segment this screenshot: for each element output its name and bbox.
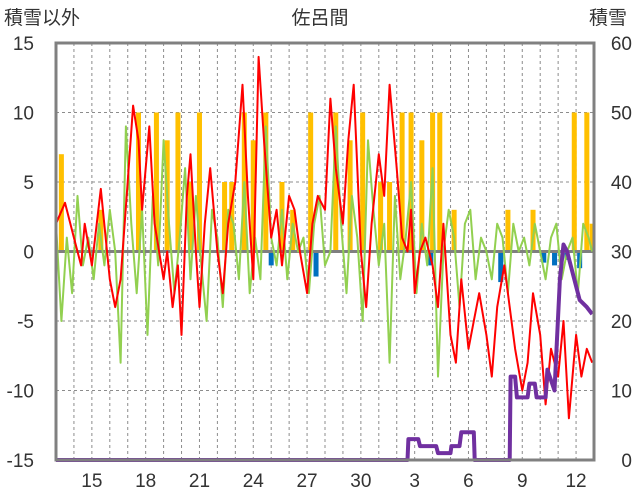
right-tick-label: 40 [611, 173, 632, 194]
precip_neg-bar [498, 251, 504, 283]
precip-bar [58, 154, 64, 252]
precip_neg-bar [541, 251, 547, 263]
precip-bar [571, 112, 577, 252]
precip-bar [437, 112, 443, 252]
right-tick-label: 10 [611, 382, 632, 403]
right-tick-label: 50 [611, 104, 632, 125]
left-axis-ticks: 15 10 5 0 -5 -10 -15 [7, 34, 34, 472]
temp_change-line [55, 125, 594, 378]
right-tick-label: 30 [611, 243, 632, 264]
precip-bar [153, 112, 159, 252]
x-tick-label: 3 [409, 471, 420, 492]
precip-bar [135, 112, 142, 252]
x-tick-label: 15 [81, 471, 102, 492]
right-axis-title: 積雪 [589, 7, 627, 29]
temperature-line [55, 55, 594, 420]
x-tick-label: 24 [243, 471, 265, 492]
precip-bar [360, 112, 366, 252]
left-tick-label: 10 [13, 104, 34, 125]
plot-frame [54, 41, 596, 462]
left-tick-label: 5 [23, 173, 34, 194]
x-tick-label: 21 [189, 471, 210, 492]
right-tick-label: 20 [611, 312, 632, 333]
precip-bar [589, 223, 595, 252]
precip-bar [196, 112, 202, 252]
right-tick-label: 0 [621, 451, 632, 472]
precip-bar [378, 182, 384, 252]
right-tick-label: 60 [611, 34, 632, 55]
precip-bar [333, 112, 339, 252]
precip-bar [187, 182, 194, 252]
x-axis-ticks: 15 18 21 24 27 30 3 6 9 12 [81, 471, 586, 492]
precip-bar [584, 112, 590, 252]
precip-bar [505, 209, 511, 252]
x-tick-label: 18 [135, 471, 156, 492]
right-axis-ticks: 60 50 40 30 20 10 0 [611, 34, 632, 472]
x-tick-label: 30 [350, 471, 371, 492]
precip-bar [419, 140, 425, 252]
precip-bar [263, 112, 269, 252]
left-tick-label: -5 [17, 312, 34, 333]
x-tick-label: 27 [296, 471, 317, 492]
precip-bar [347, 140, 353, 252]
x-tick-label: 12 [565, 471, 586, 492]
precip_neg-bar [552, 251, 558, 266]
left-tick-label: -15 [7, 451, 34, 472]
chart-title: 佐呂間 [291, 7, 348, 29]
precip-bar [387, 182, 393, 252]
left-tick-label: -10 [7, 382, 34, 403]
left-tick-label: 15 [13, 34, 34, 55]
precip-bar [399, 112, 405, 252]
x-tick-label: 9 [517, 471, 528, 492]
left-tick-label: 0 [23, 243, 34, 264]
precip-bar [175, 112, 181, 252]
precip-bar [308, 112, 314, 252]
precip_neg-bar [268, 251, 274, 266]
precip-bar [222, 182, 228, 252]
precip-bar [451, 209, 457, 252]
precip_neg-bar [313, 251, 319, 277]
left-axis-title: 積雪以外 [4, 7, 80, 29]
x-tick-label: 6 [463, 471, 474, 492]
precip-bar [250, 140, 256, 252]
